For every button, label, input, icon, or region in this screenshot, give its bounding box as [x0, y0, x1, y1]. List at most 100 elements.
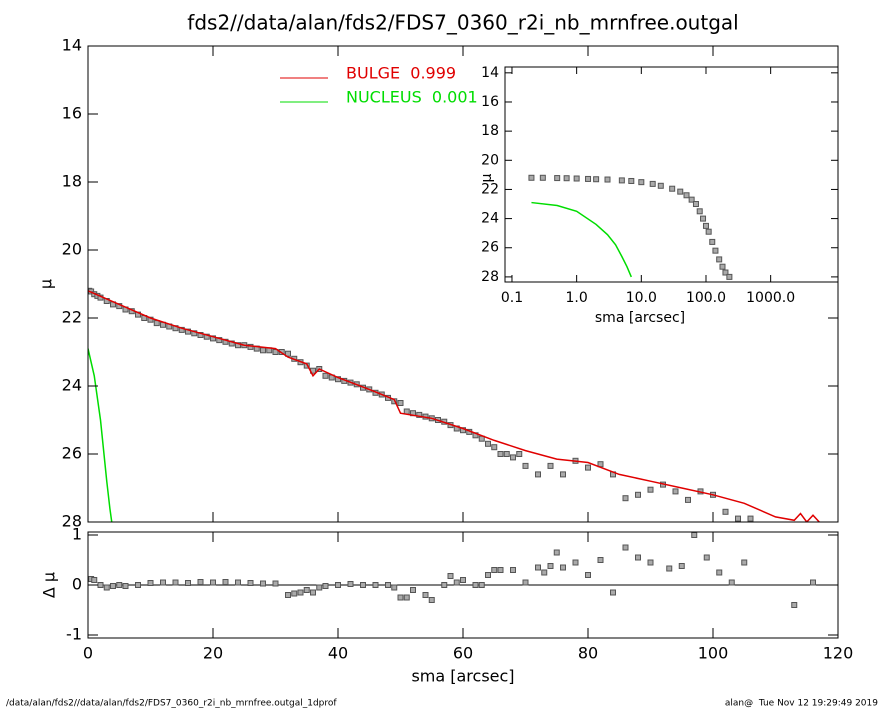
plot-area — [528, 174, 733, 280]
data-point — [472, 582, 479, 588]
data-point — [447, 573, 454, 579]
data-point — [728, 579, 735, 586]
data-point — [422, 592, 429, 598]
data-point — [397, 594, 404, 601]
legend-label: NUCLEUS 0.001 — [346, 88, 478, 107]
y-tick-label: 20 — [481, 152, 499, 168]
x-tick-label: 100.0 — [686, 290, 726, 306]
data-point — [485, 440, 491, 447]
data-point — [303, 587, 310, 593]
data-point — [235, 342, 241, 349]
model-line — [88, 348, 113, 522]
data-point — [716, 256, 723, 263]
data-point — [391, 584, 398, 591]
data-point — [563, 175, 570, 182]
x-tick-label: 120 — [823, 644, 854, 663]
data-point — [460, 577, 466, 583]
data-point — [535, 564, 541, 571]
y-tick-label: 14 — [481, 65, 499, 81]
data-point — [700, 215, 707, 222]
main-panel: 14 16 18 20 22 24 26 28 BULGE 0.999 NUCLEUS 0.001 — [62, 36, 839, 531]
footer-right: alan@ Tue Nov 12 19:29:49 2019 — [725, 699, 878, 708]
data-point — [322, 583, 329, 589]
y-tick-label: 18 — [62, 172, 82, 191]
data-point — [297, 589, 304, 596]
data-point — [522, 579, 529, 586]
y-tick-label: 28 — [62, 512, 82, 531]
x-tick-label: 20 — [203, 644, 223, 663]
data-point — [585, 572, 591, 578]
data-point — [397, 400, 404, 406]
data-point — [497, 567, 504, 573]
data-point — [741, 559, 748, 566]
data-point — [97, 582, 104, 588]
data-point — [197, 332, 204, 338]
data-point — [628, 177, 635, 184]
data-point — [635, 554, 641, 561]
data-point — [635, 491, 641, 498]
data-point — [638, 179, 645, 186]
data-point — [410, 587, 416, 593]
inset-panel: 14 16 18 20 22 24 26 280.1 1.0 10.0 100.0 1000.0 — [481, 65, 839, 306]
x-tick-label: 100 — [698, 644, 729, 663]
model-line — [531, 201, 632, 278]
data-point — [709, 238, 716, 245]
data-point — [416, 411, 423, 418]
data-point — [560, 564, 566, 571]
y-tick-label: 22 — [62, 308, 82, 327]
y-tick-label: 24 — [62, 376, 82, 395]
y-tick-label: 26 — [481, 240, 499, 256]
data-point — [260, 580, 266, 587]
data-point — [485, 572, 491, 578]
data-point — [497, 451, 504, 457]
data-point — [716, 569, 723, 576]
data-point — [539, 174, 546, 181]
y-tick-label: 16 — [62, 104, 82, 123]
data-point — [247, 580, 254, 586]
data-point — [610, 589, 616, 596]
data-point — [310, 589, 316, 596]
data-point — [510, 454, 516, 461]
data-point — [441, 582, 448, 588]
data-point — [478, 582, 485, 588]
data-point — [719, 263, 726, 270]
frame — [504, 66, 839, 283]
data-point — [260, 347, 266, 354]
y-axis-label: μ — [37, 279, 56, 289]
x-tick-label: 60 — [453, 644, 473, 663]
footer-left: /data/alan/fds2//data/alan/fds2/FDS7_036… — [6, 699, 337, 708]
x-tick-label: 0 — [83, 644, 93, 663]
data-point — [702, 222, 709, 229]
data-point — [666, 565, 673, 572]
data-point — [510, 567, 516, 573]
x-axis-label: sma [arcsec] — [411, 667, 514, 686]
data-point — [322, 372, 329, 379]
data-point — [747, 515, 754, 522]
data-point — [185, 580, 191, 586]
data-point — [722, 508, 729, 515]
data-point — [541, 569, 548, 576]
data-point — [135, 582, 141, 588]
data-point — [503, 451, 510, 457]
data-point — [303, 362, 310, 369]
y-tick-label: 20 — [62, 240, 82, 259]
data-point — [647, 486, 654, 493]
data-point — [516, 451, 523, 457]
x-tick-label: 1.0 — [566, 290, 588, 306]
data-point — [528, 174, 535, 181]
y-tick-label: -1 — [66, 625, 82, 644]
data-point — [692, 201, 699, 208]
data-point — [691, 532, 698, 538]
data-point — [622, 495, 629, 502]
data-point — [585, 464, 591, 471]
data-point — [335, 582, 341, 588]
data-point — [657, 182, 664, 189]
plot-area — [88, 532, 838, 608]
data-point — [535, 471, 541, 478]
residual-panel: 10-10 20 40 60 80 100 120 — [66, 525, 853, 663]
data-point — [291, 590, 298, 597]
inset-y-axis-label: μ — [479, 173, 495, 182]
data-point — [522, 462, 529, 469]
data-point — [403, 594, 410, 601]
model-line — [88, 290, 820, 522]
